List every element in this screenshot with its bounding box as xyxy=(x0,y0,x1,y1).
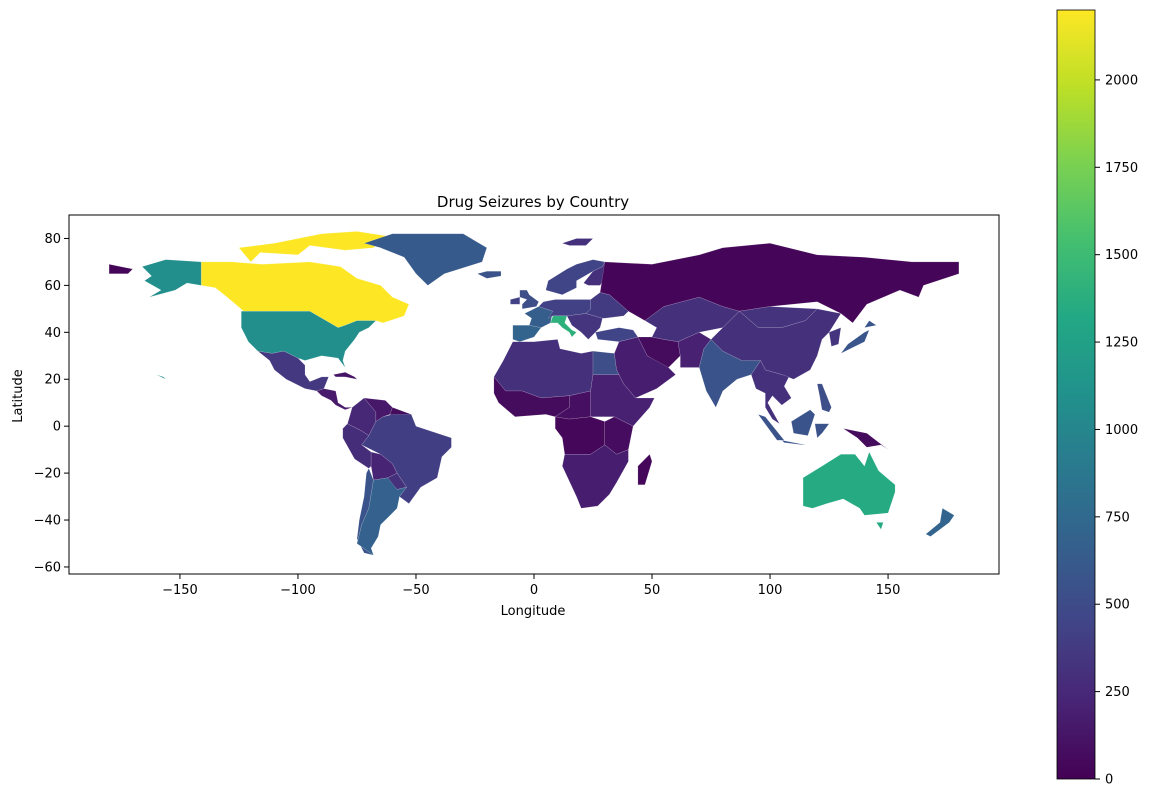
x-tick-label: −150 xyxy=(162,583,198,598)
x-tick-label: 150 xyxy=(876,583,901,598)
country-iberia xyxy=(512,325,542,342)
map-plot-area: −150 −100 −50 0 50 100 150 −60 −40 −20 0 20 40 60 80 xyxy=(34,214,1000,598)
y-tick-label: −20 xyxy=(34,467,61,482)
x-tick-label: −50 xyxy=(402,583,429,598)
y-tick-label: 60 xyxy=(44,279,61,294)
x-axis-label: Longitude xyxy=(501,604,566,619)
country-new-zealand xyxy=(925,507,955,537)
country-central-america xyxy=(316,388,353,411)
country-philippines xyxy=(816,383,832,413)
x-axis-ticks: −150 −100 −50 0 50 100 150 xyxy=(162,574,900,598)
country-chukotka xyxy=(108,264,134,274)
colorbar-tick-label: 250 xyxy=(1105,685,1130,700)
country-canadian-arctic-archipelago xyxy=(238,231,389,263)
country-italy xyxy=(550,315,577,338)
y-tick-label: −60 xyxy=(34,560,61,575)
y-axis-label: Latitude xyxy=(11,369,26,423)
colorbar: 0 250 500 750 1000 1250 1500 1750 2000 xyxy=(1056,9,1138,788)
country-great-britain xyxy=(519,289,539,310)
country-argentina xyxy=(356,477,407,556)
colorbar-tick-label: 2000 xyxy=(1105,73,1138,88)
country-australia xyxy=(802,451,896,516)
country-brazil xyxy=(361,414,452,504)
map-title: Drug Seizures by Country xyxy=(437,193,629,211)
colorbar-tick-label: 750 xyxy=(1105,510,1130,525)
colorbar-tick-label: 1500 xyxy=(1105,248,1138,263)
country-cuba xyxy=(332,371,358,380)
colorbar-ticks: 0 250 500 750 1000 1250 1500 1750 2000 xyxy=(1095,73,1138,788)
y-tick-label: 80 xyxy=(44,232,61,247)
country-venezuela xyxy=(363,397,393,422)
country-new-guinea xyxy=(843,428,889,450)
country-sumatra xyxy=(757,414,785,441)
country-southern-africa xyxy=(562,444,629,509)
colorbar-tick-label: 1250 xyxy=(1105,336,1138,351)
x-tick-label: 50 xyxy=(644,583,661,598)
x-tick-label: 100 xyxy=(758,583,783,598)
colorbar-tick-label: 500 xyxy=(1105,598,1130,613)
country-korean-peninsula xyxy=(828,327,842,347)
y-tick-label: 20 xyxy=(44,373,61,388)
country-svalbard xyxy=(561,238,594,246)
y-tick-label: −40 xyxy=(34,514,61,529)
y-tick-label: 0 xyxy=(53,420,61,435)
country-java xyxy=(781,439,806,446)
country-madagascar xyxy=(637,453,653,485)
country-alaska xyxy=(141,259,202,298)
country-japan xyxy=(840,329,870,354)
country-mainland-southeast-asia xyxy=(750,360,792,424)
y-axis-ticks: −60 −40 −20 0 20 40 60 80 xyxy=(34,232,69,575)
colorbar-tick-label: 0 xyxy=(1105,773,1113,788)
country-borneo xyxy=(791,409,816,436)
country-tasmania xyxy=(875,522,884,530)
country-mexico xyxy=(257,350,329,392)
country-north-africa xyxy=(493,339,594,399)
y-tick-label: 40 xyxy=(44,326,61,341)
x-tick-label: −100 xyxy=(280,583,316,598)
country-polygons xyxy=(108,231,960,556)
country-middle-east xyxy=(614,336,676,399)
country-sulawesi xyxy=(814,423,830,439)
x-tick-label: 0 xyxy=(530,583,538,598)
country-hawaii xyxy=(156,374,169,382)
colorbar-tick-label: 1750 xyxy=(1105,161,1138,176)
country-iceland xyxy=(476,271,502,279)
country-central-asia xyxy=(644,296,740,342)
country-greenland xyxy=(363,233,488,286)
country-hokkaido xyxy=(864,320,877,328)
country-russia xyxy=(599,242,960,324)
colorbar-tick-label: 1000 xyxy=(1105,423,1138,438)
colorbar-gradient xyxy=(1056,9,1096,780)
country-congo-basin xyxy=(555,416,605,455)
country-chile xyxy=(356,467,374,556)
country-ireland xyxy=(510,296,520,305)
country-sudan-and-horn xyxy=(590,374,655,427)
